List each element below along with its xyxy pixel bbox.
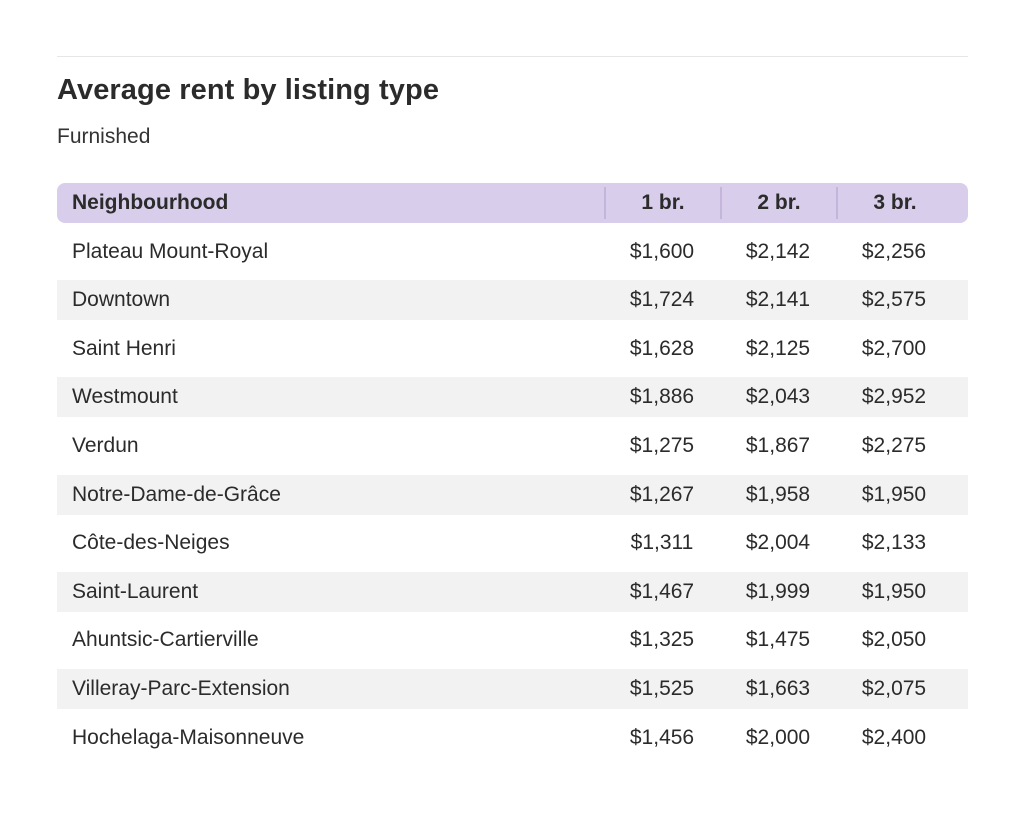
cell-2br: $1,663 (745, 676, 811, 700)
cell-neighbourhood: Villeray-Parc-Extension (72, 676, 290, 700)
cell-1br: $1,275 (629, 433, 695, 457)
cell-neighbourhood: Downtown (72, 288, 171, 312)
cell-neighbourhood: Saint Henri (72, 336, 176, 360)
table-row: Côte-des-Neiges $1,311 $2,004 $2,133 (57, 523, 968, 563)
cell-1br: $1,628 (629, 336, 695, 360)
cell-neighbourhood: Hochelaga-Maisonneuve (72, 725, 305, 749)
cell-2br: $1,958 (745, 482, 811, 506)
table-header: Neighbourhood 1 br. 2 br. 3 br. (57, 183, 968, 223)
table-row: Ahuntsic-Cartierville $1,325 $1,475 $2,050 (57, 620, 968, 660)
cell-3br: $2,952 (861, 385, 927, 409)
cell-3br: $2,575 (861, 288, 927, 312)
cell-1br: $1,600 (629, 239, 695, 263)
cell-2br: $1,867 (745, 433, 811, 457)
rent-table: Neighbourhood 1 br. 2 br. 3 br. Plateau … (57, 183, 968, 758)
cell-3br: $2,275 (861, 433, 927, 457)
cell-1br: $1,467 (629, 579, 695, 603)
cell-2br: $2,004 (745, 531, 811, 555)
cell-2br: $2,142 (745, 239, 811, 263)
cell-neighbourhood: Côte-des-Neiges (72, 531, 230, 555)
cell-2br: $2,125 (745, 336, 811, 360)
cell-2br: $1,475 (745, 628, 811, 652)
table-row: Westmount $1,886 $2,043 $2,952 (57, 377, 968, 418)
cell-2br: $2,141 (745, 288, 811, 312)
table-row: Villeray-Parc-Extension $1,525 $1,663 $2,07… (57, 668, 968, 709)
cell-2br: $2,000 (745, 725, 811, 749)
header-2br: 2 br. (720, 187, 836, 219)
cell-2br: $2,043 (745, 385, 811, 409)
cell-3br: $1,950 (861, 482, 927, 506)
cell-3br: $2,050 (861, 628, 927, 652)
page-title: Average rent by listing type (57, 74, 440, 106)
cell-neighbourhood: Westmount (72, 385, 178, 409)
cell-1br: $1,724 (629, 288, 695, 312)
cell-1br: $1,311 (630, 531, 694, 555)
table-body: Plateau Mount-Royal $1,600 $2,142 $2,256 Dow… (57, 232, 968, 758)
header-3br: 3 br. (836, 187, 968, 219)
table-row: Hochelaga-Maisonneuve $1,456 $2,000 $2,400 (57, 718, 968, 758)
cell-neighbourhood: Verdun (72, 433, 139, 457)
cell-1br: $1,525 (629, 676, 695, 700)
cell-neighbourhood: Plateau Mount-Royal (72, 239, 269, 263)
table-row: Saint-Laurent $1,467 $1,999 $1,950 (57, 571, 968, 612)
cell-3br: $1,950 (861, 579, 927, 603)
table-row: Saint Henri $1,628 $2,125 $2,700 (57, 329, 968, 369)
cell-1br: $1,886 (629, 385, 695, 409)
table-row: Notre-Dame-de-Grâce $1,267 $1,958 $1,950 (57, 474, 968, 515)
cell-1br: $1,267 (629, 482, 695, 506)
table-row: Plateau Mount-Royal $1,600 $2,142 $2,256 (57, 232, 968, 272)
page-subtitle: Furnished (57, 125, 151, 148)
cell-3br: $2,700 (861, 336, 927, 360)
header-1br: 1 br. (604, 187, 720, 219)
cell-neighbourhood: Notre-Dame-de-Grâce (72, 482, 281, 506)
top-divider (57, 56, 968, 57)
table-row: Downtown $1,724 $2,141 $2,575 (57, 280, 968, 321)
cell-3br: $2,075 (861, 676, 927, 700)
cell-2br: $1,999 (745, 579, 811, 603)
cell-neighbourhood: Saint-Laurent (72, 579, 199, 603)
cell-1br: $1,456 (629, 725, 695, 749)
cell-1br: $1,325 (629, 628, 695, 652)
cell-neighbourhood: Ahuntsic-Cartierville (72, 628, 259, 652)
header-neighbourhood: Neighbourhood (72, 191, 229, 214)
cell-3br: $2,256 (861, 239, 927, 263)
cell-3br: $2,133 (861, 531, 927, 555)
table-row: Verdun $1,275 $1,867 $2,275 (57, 426, 968, 466)
cell-3br: $2,400 (861, 725, 927, 749)
